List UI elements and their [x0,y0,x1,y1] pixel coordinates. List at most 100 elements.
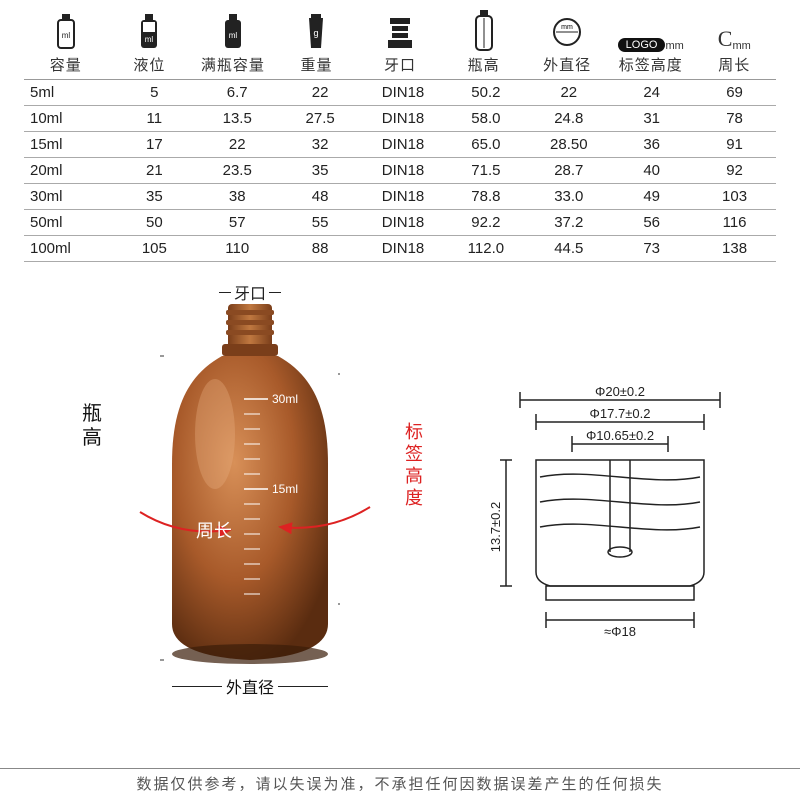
table-cell: 38 [196,184,279,209]
bottle-height-label: 瓶 高 [82,402,102,450]
neck-technical-drawing: Φ20±0.2 Φ17.7±0.2 Φ10.65±0.2 13.7±0.2 ≈Φ… [460,382,760,642]
table-cell: 92.2 [444,210,527,235]
svg-text:ml: ml [62,31,71,40]
table-header-1: ml液位 [108,8,192,79]
diagram-area: 牙口 [0,262,800,732]
svg-text:g: g [314,28,319,38]
dim-base: ≈Φ18 [604,624,636,639]
table-cell: 31 [610,106,693,131]
circumference-label: 周长 [196,517,232,543]
table-row: 100ml10511088DIN18112.044.573138 [24,236,776,262]
table-row: 50ml505755DIN1892.237.256116 [24,210,776,236]
table-cell: DIN18 [362,184,445,209]
table-cell: 40 [610,158,693,183]
table-cell: 50.2 [444,80,527,105]
table-cell: 28.7 [527,158,610,183]
table-cell: 32 [279,132,362,157]
table-header-row: ml容量ml液位ml满瓶容量g重量牙口瓶高mm外直径LOGOmm标签高度Cmm周… [24,8,776,80]
table-row: 30ml353848DIN1878.833.049103 [24,184,776,210]
table-cell: DIN18 [362,236,445,261]
table-row: 10ml1113.527.5DIN1858.024.83178 [24,106,776,132]
table-cell: 36 [610,132,693,157]
table-cell: 55 [279,210,362,235]
table-cell: 50ml [24,210,113,235]
table-cell: 13.5 [196,106,279,131]
table-header-6: mm外直径 [525,8,609,79]
table-cell: 22 [527,80,610,105]
dim-d1: Φ20±0.2 [595,384,645,399]
table-cell: 28.50 [527,132,610,157]
table-cell: 110 [196,236,279,261]
svg-text:ml: ml [229,31,238,40]
table-cell: 116 [693,210,776,235]
table-cell: 24.8 [527,106,610,131]
table-cell: 88 [279,236,362,261]
table-header-2: ml满瓶容量 [191,8,275,79]
neck-label: 牙口 [234,280,266,304]
table-cell: 10ml [24,106,113,131]
table-cell: 24 [610,80,693,105]
table-cell: DIN18 [362,158,445,183]
table-cell: 30ml [24,184,113,209]
dim-d2: Φ17.7±0.2 [590,406,651,421]
table-cell: 112.0 [444,236,527,261]
table-cell: 71.5 [444,158,527,183]
table-cell: 105 [113,236,196,261]
spec-table: ml容量ml液位ml满瓶容量g重量牙口瓶高mm外直径LOGOmm标签高度Cmm周… [0,0,800,262]
table-cell: 58.0 [444,106,527,131]
table-body: 5ml56.722DIN1850.222246910ml1113.527.5DI… [24,80,776,262]
table-cell: 69 [693,80,776,105]
disclaimer-text: 数据仅供参考，请以失误为准，不承担任何因数据误差产生的任何损失 [0,768,800,794]
label-height-label: 标签高度 [400,422,426,510]
table-cell: DIN18 [362,106,445,131]
table-row: 15ml172232DIN1865.028.503691 [24,132,776,158]
table-cell: 73 [610,236,693,261]
table-cell: 49 [610,184,693,209]
table-header-5: 瓶高 [442,8,526,79]
table-cell: 20ml [24,158,113,183]
table-row: 5ml56.722DIN1850.2222469 [24,80,776,106]
table-cell: 56 [610,210,693,235]
table-cell: 50 [113,210,196,235]
table-cell: 6.7 [196,80,279,105]
table-cell: 48 [279,184,362,209]
table-row: 20ml2123.535DIN1871.528.74092 [24,158,776,184]
bottle-diagram: 牙口 [110,282,390,692]
svg-text:mm: mm [561,24,573,31]
table-cell: 35 [279,158,362,183]
table-cell: 100ml [24,236,113,261]
table-cell: 92 [693,158,776,183]
table-cell: 17 [113,132,196,157]
table-cell: 23.5 [196,158,279,183]
table-cell: 22 [279,80,362,105]
outer-diameter-label: 外直径 [226,674,274,698]
table-cell: 91 [693,132,776,157]
table-header-0: ml容量 [24,8,108,79]
table-cell: 15ml [24,132,113,157]
table-cell: 44.5 [527,236,610,261]
table-cell: DIN18 [362,132,445,157]
table-cell: 21 [113,158,196,183]
table-cell: 5 [113,80,196,105]
table-header-3: g重量 [275,8,359,79]
dim-h: 13.7±0.2 [488,502,503,553]
table-cell: DIN18 [362,210,445,235]
table-cell: 22 [196,132,279,157]
table-cell: 27.5 [279,106,362,131]
table-cell: 37.2 [527,210,610,235]
svg-text:ml: ml [145,35,154,44]
dim-d3: Φ10.65±0.2 [586,428,654,443]
table-cell: 35 [113,184,196,209]
table-cell: 57 [196,210,279,235]
table-cell: 33.0 [527,184,610,209]
circumference-arrows [120,482,380,542]
table-header-4: 牙口 [358,8,442,79]
table-cell: 11 [113,106,196,131]
scale-30ml: 30ml [272,392,298,406]
table-cell: DIN18 [362,80,445,105]
table-cell: 65.0 [444,132,527,157]
table-header-8: Cmm周长 [693,8,777,79]
table-cell: 5ml [24,80,113,105]
table-cell: 138 [693,236,776,261]
table-cell: 78.8 [444,184,527,209]
